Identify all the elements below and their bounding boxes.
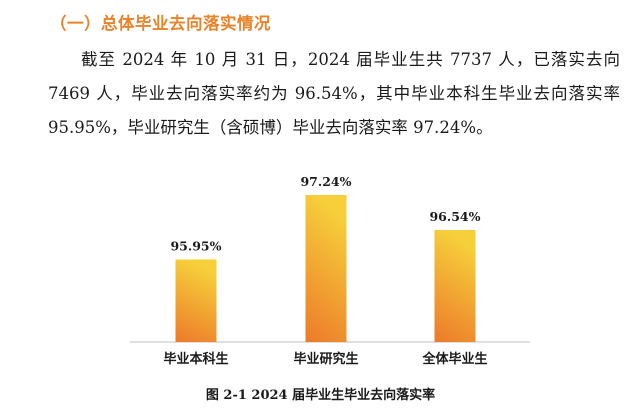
value-label-3: 96.54%	[429, 209, 480, 224]
value-label-1: 95.95%	[170, 239, 221, 254]
category-label-1: 毕业本科生	[163, 351, 228, 367]
value-label-2: 97.24%	[300, 174, 351, 189]
section-title: （一）总体毕业去向落实情况	[50, 14, 271, 33]
category-label-3: 全体毕业生	[421, 351, 487, 367]
placement-rate-bar-chart: 95.95% 97.24% 96.54% 毕业本科生 毕业研究生 全体毕业生	[130, 174, 530, 367]
bar-1	[175, 259, 217, 342]
category-labels-group: 毕业本科生 毕业研究生 全体毕业生	[163, 351, 487, 367]
value-labels-group: 95.95% 97.24% 96.54%	[170, 174, 480, 254]
bar-3	[434, 230, 476, 342]
bars-group	[175, 195, 476, 342]
category-label-2: 毕业研究生	[293, 351, 358, 367]
bar-2	[305, 195, 347, 342]
summary-paragraph: 截至 2024 年 10 月 31 日，2024 届毕业生共 7737 人，已落…	[48, 50, 620, 137]
figure-caption: 图 2-1 2024 届毕业生毕业去向落实率	[205, 388, 436, 403]
